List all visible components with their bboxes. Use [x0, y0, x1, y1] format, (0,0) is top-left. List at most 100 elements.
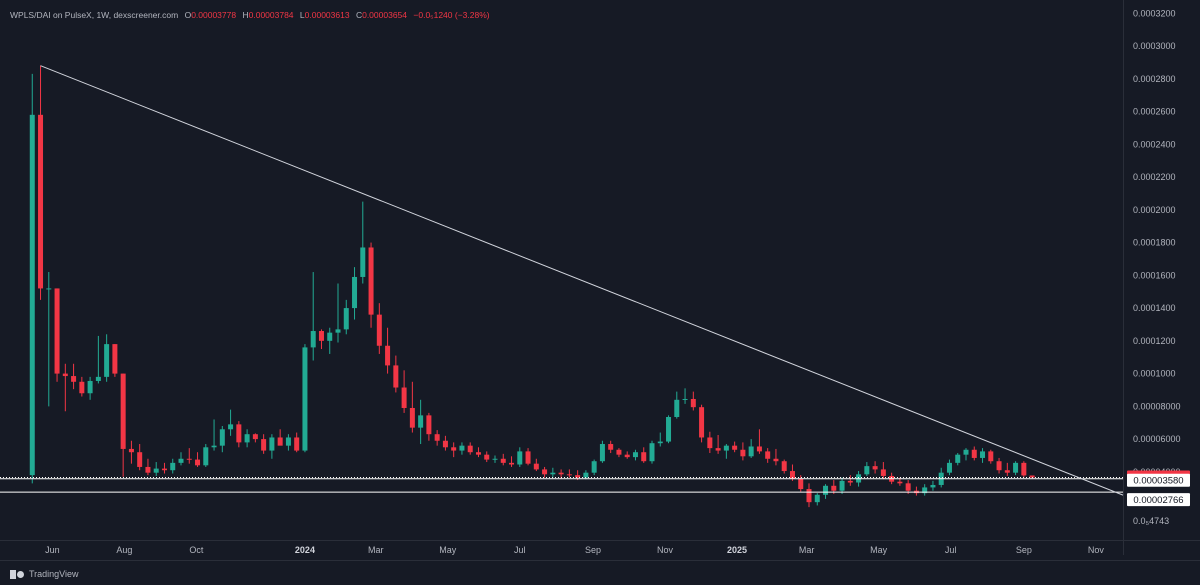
- y-axis[interactable]: 0.0003200 0.0003000 0.0002800 0.0002600 0.00…: [1133, 8, 1181, 526]
- candle: [170, 458, 176, 474]
- trendline-layer: [40, 65, 1124, 496]
- candle-body: [773, 458, 779, 462]
- price-level-label[interactable]: 0.00003580: [1127, 473, 1190, 487]
- candle-body: [847, 480, 853, 483]
- candle: [492, 455, 498, 463]
- x-axis[interactable]: Jun Aug Oct 2024 Mar May Jul Sep Nov 2025 Mar May Ju…: [45, 545, 1104, 555]
- candle: [459, 442, 465, 455]
- candle-body: [426, 415, 432, 435]
- candle-body: [302, 347, 308, 451]
- candle: [261, 434, 267, 454]
- candle: [632, 449, 638, 461]
- candle-body: [509, 462, 515, 465]
- x-tick-label: 2024: [295, 545, 315, 555]
- candle-body: [368, 247, 374, 315]
- x-tick-label: 2025: [727, 545, 747, 555]
- candle: [781, 459, 787, 474]
- candle-body: [327, 332, 333, 341]
- candle-body: [401, 387, 407, 408]
- x-tick-label: May: [439, 545, 457, 555]
- candle: [46, 272, 52, 407]
- candle-body: [641, 452, 647, 462]
- candle: [418, 399, 424, 445]
- candle-body: [1021, 462, 1027, 476]
- candle: [789, 464, 795, 481]
- candle-body: [897, 481, 903, 484]
- candle-body: [806, 489, 812, 503]
- y-tick-label: 0.0003000: [1133, 41, 1176, 51]
- candle: [996, 457, 1002, 474]
- candle: [823, 484, 829, 499]
- price-label-bg: [1127, 473, 1190, 487]
- open-label: O: [184, 10, 192, 20]
- candle-body: [798, 478, 804, 490]
- low-label: L: [299, 10, 305, 20]
- candle-body: [864, 466, 870, 475]
- y-tick-label: 0.00006000: [1133, 434, 1181, 444]
- candle-body: [922, 487, 928, 494]
- high-value: 0.00003784: [248, 10, 294, 20]
- candle-body: [38, 114, 44, 289]
- candle-body: [211, 445, 217, 448]
- candle-body: [674, 399, 680, 417]
- y-tick-label: 0.0001600: [1133, 270, 1176, 280]
- candle: [558, 469, 564, 479]
- candle: [368, 242, 374, 328]
- candles-layer: [29, 65, 1035, 508]
- candle-body: [153, 468, 159, 473]
- candle-body: [46, 288, 52, 290]
- candle: [128, 440, 134, 464]
- candle-body: [170, 462, 176, 471]
- candle-body: [54, 288, 60, 374]
- candle: [310, 272, 316, 361]
- candle-body: [599, 444, 605, 462]
- candle: [120, 373, 126, 477]
- price-label-text: 0.00003580: [1133, 476, 1183, 487]
- candle: [509, 456, 515, 467]
- y-tick-label: 0.0002000: [1133, 205, 1176, 215]
- trendline[interactable]: [40, 65, 1124, 496]
- candle-body: [161, 468, 167, 471]
- candle-body: [228, 424, 234, 430]
- candle: [401, 370, 407, 413]
- candle: [360, 201, 366, 284]
- candle: [1013, 461, 1019, 476]
- candle: [847, 475, 853, 486]
- candle-body: [393, 365, 399, 388]
- open-value: 0.00003778: [191, 10, 237, 20]
- candle-body: [814, 494, 820, 503]
- candle-body: [550, 472, 556, 475]
- candle: [426, 412, 432, 441]
- candle-body: [616, 449, 622, 455]
- symbol-title[interactable]: WPLS/DAI on PulseX, 1W, dexscreener.com: [10, 10, 179, 20]
- candle: [112, 344, 118, 377]
- candle-body: [29, 114, 35, 476]
- y-tick-label: 0.0002600: [1133, 107, 1176, 117]
- candle-body: [988, 451, 994, 462]
- tradingview-branding[interactable]: TradingView: [10, 569, 79, 579]
- candle-body: [666, 416, 672, 442]
- candle-body: [104, 344, 110, 377]
- candle: [54, 288, 60, 382]
- candle-body: [459, 445, 465, 451]
- candle-body: [145, 466, 151, 473]
- candle-body: [872, 466, 878, 470]
- high-label: H: [242, 10, 249, 20]
- candle: [145, 458, 151, 476]
- candle-body: [624, 454, 630, 458]
- candle-body: [732, 445, 738, 450]
- candle-body: [120, 373, 126, 449]
- candle: [327, 327, 333, 354]
- price-level-label[interactable]: 0.00002766: [1127, 493, 1190, 507]
- candle: [699, 404, 705, 443]
- candle: [475, 447, 481, 458]
- candle-body: [285, 437, 291, 446]
- candle: [161, 462, 167, 474]
- candle-body: [699, 407, 705, 438]
- candle: [219, 426, 225, 453]
- y-tick-label: 0.0₅4743: [1133, 516, 1169, 526]
- candle-body: [789, 471, 795, 479]
- candle: [467, 442, 473, 455]
